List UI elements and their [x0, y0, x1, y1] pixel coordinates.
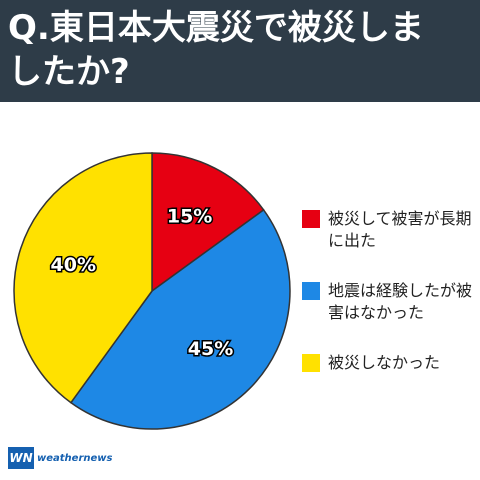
- header: Q.東日本大震災で被災しましたか?: [0, 0, 480, 102]
- chart-title: Q.東日本大震災で被災しましたか?: [8, 8, 424, 92]
- legend-label: 地震は経験したが被害はなかった: [328, 281, 473, 322]
- legend-item: 被災しなかった: [302, 352, 474, 374]
- pie-slice: [13, 152, 153, 404]
- logo-mark: WN: [8, 447, 34, 469]
- data-label: 45%: [188, 338, 233, 360]
- legend-label: 被災しなかった: [328, 353, 441, 372]
- logo: WN weathernews: [8, 447, 112, 469]
- data-label: 40%: [51, 254, 96, 276]
- legend-item: 被災して被害が長期に出た: [302, 208, 474, 252]
- data-label: 15%: [167, 206, 212, 228]
- legend-label: 被災して被害が長期に出た: [328, 209, 472, 250]
- pie-slice: [69, 208, 291, 430]
- legend-item: 地震は経験したが被害はなかった: [302, 280, 474, 324]
- logo-text: weathernews: [37, 452, 113, 464]
- pie-slice: [151, 152, 265, 293]
- legend-swatch: [302, 282, 320, 300]
- legend-swatch: [302, 354, 320, 372]
- legend-swatch: [302, 210, 320, 228]
